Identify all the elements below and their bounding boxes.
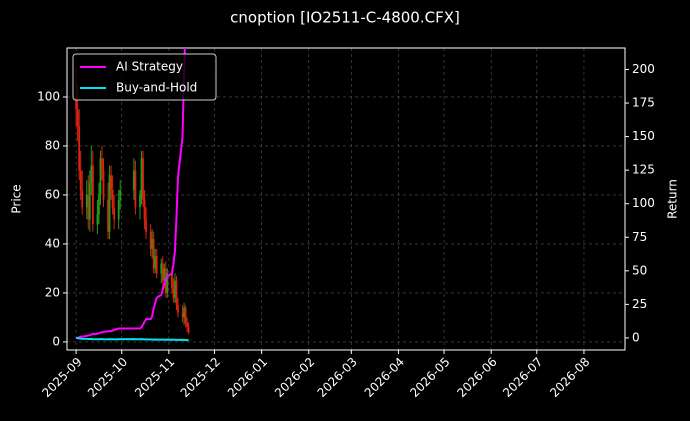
candle-body [78,126,81,171]
candle-body [140,158,143,195]
candle-body [142,158,144,200]
legend-label: AI Strategy [116,60,183,74]
y-tick-label: 0 [52,334,60,348]
y2-tick-label: 200 [632,62,655,76]
candle-body [171,273,173,289]
candle-body [113,207,116,220]
x-tick-label: 2026-06 [454,355,499,400]
candle-body [134,170,137,208]
y-tick-label: 60 [45,187,60,201]
plot-area [75,48,190,342]
y2-tick-label: 0 [632,330,640,344]
x-tick-label: 2026-03 [315,355,360,400]
x-tick-label: 2026-02 [272,355,317,400]
x-tick-label: 2025-10 [85,355,130,400]
candle-body [155,256,158,274]
candle-body [102,170,105,200]
candle-body [117,199,120,220]
candle-body [186,322,189,328]
candle-body [111,190,114,208]
candle-body [177,305,179,313]
x-tick-label: 2025-09 [39,355,84,400]
candle-body [161,263,164,281]
candle-body [98,194,100,215]
line-series [76,48,186,339]
y2-tick-label: 125 [632,163,655,177]
candle-body [145,219,147,232]
y2-tick-label: 50 [632,263,647,277]
candle-body [81,190,84,208]
y-tick-label: 20 [45,285,60,299]
y2-tick-label: 25 [632,297,647,311]
y-axis-label: Price [10,184,24,213]
legend-box [72,53,217,101]
candle-body [96,214,99,225]
x-tick-label: 2026-04 [362,355,407,400]
candle-body [166,273,169,293]
line-series [75,336,189,342]
candle-body [110,175,112,191]
x-tick-label: 2026-07 [500,355,545,400]
candle-body [139,194,141,208]
candle-body [119,190,122,200]
candle-body [160,263,163,274]
candle-body [91,165,94,225]
y-tick-label: 80 [45,138,60,152]
y2-tick-label: 75 [632,230,647,244]
candle-body [172,288,175,298]
candle-body [152,239,155,269]
candle-body [183,307,185,318]
y2-tick-label: 100 [632,196,655,210]
candle-body [175,280,178,306]
candle-body [101,158,103,171]
legend-label: Buy-and-Hold [116,81,197,95]
candle-body [90,165,93,183]
y2-tick-label: 150 [632,129,655,143]
candle-body [184,307,187,323]
x-tick-label: 2026-08 [547,355,592,400]
candle-body [132,170,135,191]
y2-tick-label: 175 [632,96,655,110]
y2-axis-label: Return [666,179,680,219]
candle-body [187,327,190,333]
plot-frame [66,47,626,351]
candle-body [107,199,109,232]
candle-body [87,194,90,220]
chart-title: cnoption [IO2511-C-4800.CFX] [230,9,460,27]
candle-body [149,231,152,249]
candle-body [79,170,82,191]
candle-body [181,312,184,318]
y-tick-label: 100 [37,89,60,103]
candle-body [85,194,88,208]
x-tick-label: 2025-12 [178,355,223,400]
candle-body [108,175,111,232]
candle-body [88,182,91,220]
candle-body [154,256,157,269]
candle-body [163,268,166,281]
candle-body [151,239,154,249]
x-tick-label: 2026-01 [225,355,270,400]
y-tick-label: 40 [45,236,60,250]
candle-body [143,199,146,220]
x-tick-label: 2025-11 [132,355,177,400]
candle-body [174,280,176,298]
candle-body [76,109,79,127]
candle-body [99,158,102,195]
x-tick-label: 2026-05 [407,355,452,400]
candle-body [75,96,78,110]
